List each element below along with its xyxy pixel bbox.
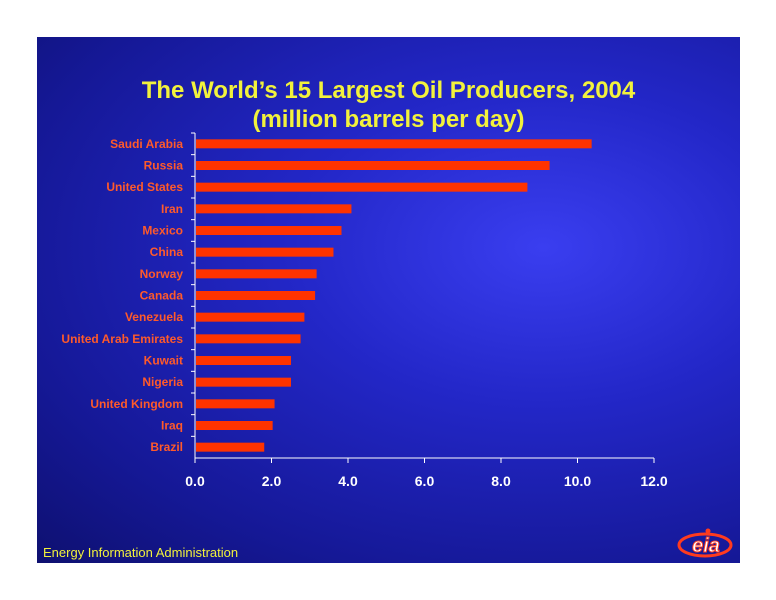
bar <box>196 334 301 344</box>
chart-subtitle: (million barrels per day) <box>252 106 525 133</box>
bar-chart: 0.0 2.0 4.0 6.0 8.0 10.0 12.0 Saudi Arabia Russi… <box>61 132 668 489</box>
bar <box>196 356 292 365</box>
category-label: Iraq <box>161 419 183 433</box>
bar <box>196 421 273 430</box>
bar <box>196 226 342 235</box>
bar <box>196 377 292 387</box>
bar <box>196 139 592 149</box>
bar <box>196 204 352 214</box>
x-tick-label: 10.0 <box>564 473 591 489</box>
chart-title: The World’s 15 Largest Oil Producers, 20… <box>141 77 636 104</box>
bar <box>196 247 334 257</box>
category-label: United States <box>106 180 183 194</box>
slide-background: The World’s 15 Largest Oil Producers, 20… <box>37 37 740 563</box>
category-label: Mexico <box>142 224 183 238</box>
bar <box>196 291 316 300</box>
bar <box>196 182 528 192</box>
category-label: Norway <box>140 267 184 281</box>
x-tick-label: 4.0 <box>338 473 358 489</box>
footer-source: Energy Information Administration <box>43 545 239 560</box>
category-label: Nigeria <box>142 375 183 389</box>
eia-logo-icon: eia <box>677 528 733 558</box>
bar <box>196 442 265 452</box>
x-tick-label: 6.0 <box>415 473 435 489</box>
x-tick-label: 12.0 <box>640 473 667 489</box>
bar <box>196 399 275 409</box>
category-label: Saudi Arabia <box>110 137 183 151</box>
x-tick-label: 0.0 <box>185 473 205 489</box>
category-label: Venezuela <box>125 310 183 324</box>
category-label: Iran <box>161 202 183 216</box>
category-label: Kuwait <box>144 354 183 368</box>
bar <box>196 269 317 279</box>
category-label: Canada <box>140 289 184 303</box>
category-label: United Arab Emirates <box>61 332 183 346</box>
bar <box>196 312 305 322</box>
x-tick-label: 2.0 <box>262 473 282 489</box>
category-label: Brazil <box>150 440 183 454</box>
x-tick-label: 8.0 <box>491 473 511 489</box>
logo-text: eia <box>692 535 720 557</box>
category-label: United Kingdom <box>90 397 183 411</box>
category-label: Russia <box>144 159 184 173</box>
category-label: China <box>150 245 184 259</box>
bar <box>196 161 550 170</box>
